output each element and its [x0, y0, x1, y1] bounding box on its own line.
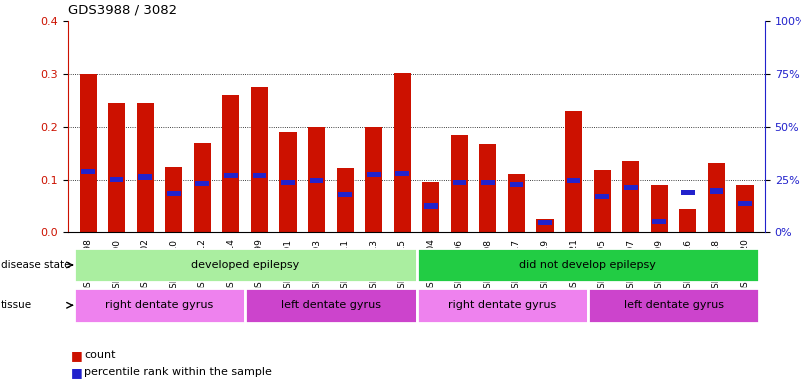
Bar	[195, 181, 209, 186]
Bar	[422, 182, 440, 232]
Bar	[310, 178, 324, 183]
Bar	[338, 192, 352, 197]
Text: right dentate gyrus: right dentate gyrus	[448, 300, 557, 310]
Bar	[565, 111, 582, 232]
Text: ■: ■	[70, 366, 83, 379]
Bar	[538, 220, 552, 225]
Bar	[336, 168, 354, 232]
Bar	[81, 169, 95, 174]
Bar	[650, 185, 668, 232]
Bar	[424, 203, 437, 209]
Bar	[595, 194, 609, 199]
Bar	[509, 182, 523, 187]
Bar	[588, 288, 759, 323]
Bar	[139, 174, 152, 180]
Text: GDS3988 / 3082: GDS3988 / 3082	[68, 3, 177, 17]
Bar	[508, 174, 525, 232]
Bar	[622, 161, 639, 232]
Bar	[736, 185, 754, 232]
Bar	[481, 180, 495, 185]
Bar	[624, 185, 638, 190]
Bar	[108, 103, 125, 232]
Bar	[367, 172, 380, 177]
Bar	[224, 173, 238, 179]
Bar	[223, 95, 239, 232]
Bar	[365, 127, 382, 232]
Bar	[79, 74, 97, 232]
Text: percentile rank within the sample: percentile rank within the sample	[84, 367, 272, 377]
Bar	[252, 173, 266, 178]
Bar	[451, 135, 468, 232]
Bar	[110, 177, 123, 182]
Text: ■: ■	[70, 349, 83, 362]
Text: developed epilepsy: developed epilepsy	[191, 260, 300, 270]
Bar	[393, 73, 411, 232]
Text: left dentate gyrus: left dentate gyrus	[623, 300, 723, 310]
Bar	[308, 127, 325, 232]
Text: count: count	[84, 350, 115, 360]
Bar	[194, 142, 211, 232]
Text: disease state: disease state	[1, 260, 70, 270]
Bar	[679, 209, 696, 232]
Text: right dentate gyrus: right dentate gyrus	[106, 300, 214, 310]
Bar	[137, 103, 154, 232]
Bar	[396, 170, 409, 176]
Bar	[281, 180, 295, 185]
Bar	[594, 170, 610, 232]
Bar	[708, 163, 725, 232]
Bar	[167, 191, 180, 197]
Bar	[738, 200, 752, 206]
Bar	[653, 219, 666, 224]
Bar	[417, 248, 759, 282]
Bar	[479, 144, 497, 232]
Bar	[417, 288, 588, 323]
Bar	[245, 288, 417, 323]
Text: tissue: tissue	[1, 300, 32, 310]
Bar	[280, 132, 296, 232]
Bar	[165, 167, 183, 232]
Bar	[710, 189, 723, 194]
Bar	[251, 87, 268, 232]
Bar	[453, 180, 466, 185]
Bar	[74, 288, 245, 323]
Bar	[537, 219, 553, 232]
Bar	[567, 178, 581, 183]
Bar	[681, 190, 694, 195]
Text: left dentate gyrus: left dentate gyrus	[281, 300, 380, 310]
Text: did not develop epilepsy: did not develop epilepsy	[519, 260, 656, 270]
Bar	[74, 248, 417, 282]
